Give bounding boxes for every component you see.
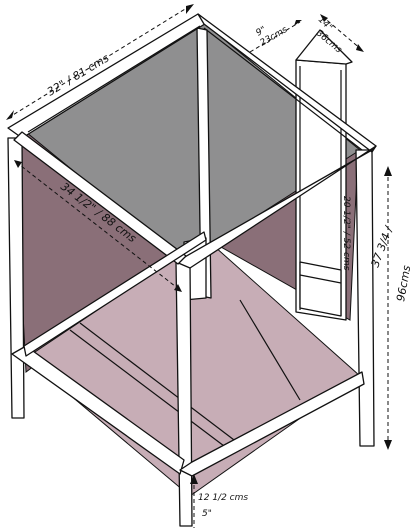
back-center-post <box>196 27 212 299</box>
leg-height-arrow-top <box>190 474 198 484</box>
top-rail-front <box>13 131 187 265</box>
total-height-label-cm: 96cms <box>394 264 413 302</box>
depth-arrow <box>294 20 302 26</box>
front-left-post <box>7 137 25 419</box>
side-column-shelf-edge <box>299 274 342 284</box>
width-dimension-line <box>7 5 191 119</box>
depth-dimension-line <box>249 21 301 53</box>
side-column-shelf <box>299 261 342 317</box>
floor-board-line <box>79 322 243 447</box>
inner-width-arrow-end <box>174 284 182 292</box>
shelf-depth-arrow-start <box>320 14 328 22</box>
bottom-rail-back-left <box>23 231 207 357</box>
shelf-depth-dimension-line <box>321 15 363 51</box>
floor-board-line <box>69 329 233 453</box>
leg-height-label-in: 5" <box>202 509 212 519</box>
side-column-top <box>295 29 353 65</box>
depth-dimension-label: 9" <box>255 25 269 39</box>
top-rail-inner-edge <box>27 25 201 133</box>
bottom-rail-right <box>179 371 365 477</box>
top-rail-right <box>175 145 377 269</box>
right-post <box>355 149 375 447</box>
floor-board-line <box>239 299 301 401</box>
leg-height-label-metric: 12 1/2 cms <box>198 493 248 503</box>
inner-width-arrow-start <box>14 160 22 168</box>
shelf-depth-arrow-end <box>356 44 364 52</box>
total-height-arrow-top <box>384 166 392 176</box>
inner-height-dimension-label: 20 1/2" / 52 cms <box>341 196 351 271</box>
width-arrow-end <box>186 4 194 14</box>
total-height-arrow-bottom <box>384 440 392 450</box>
width-arrow-start <box>6 110 14 120</box>
top-rail-inner-edge <box>203 27 363 151</box>
bottom-rail-left <box>11 345 185 475</box>
top-rail-back <box>197 13 377 153</box>
